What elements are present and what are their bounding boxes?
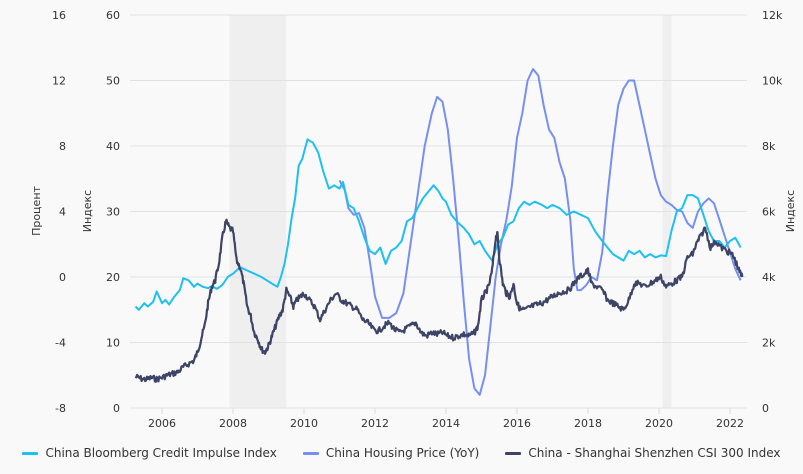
x-axis: 2006 2008 2010 2012 2014 2016 2018 2020 2022: [148, 408, 744, 430]
x-tick-label: 2016: [503, 417, 531, 430]
left-inner-tick: 50: [106, 75, 120, 88]
left-inner-tick: 20: [106, 271, 120, 284]
legend-item-housing-price[interactable]: China Housing Price (YoY): [302, 446, 480, 460]
left-outer-tick: -8: [55, 402, 66, 415]
x-tick-label: 2012: [361, 417, 389, 430]
right-tick: 4k: [762, 271, 776, 284]
x-tick-label: 2022: [716, 417, 744, 430]
legend-label: China - Shanghai Shenzhen CSI 300 Index: [528, 446, 781, 460]
legend: China Bloomberg Credit Impulse Index Chi…: [0, 440, 803, 466]
right-axis-title: Индекс: [784, 190, 797, 233]
left-outer-axis-title: Процент: [30, 185, 43, 235]
left-inner-tick: 0: [113, 402, 120, 415]
left-inner-tick: 10: [106, 337, 120, 350]
left-inner-axis-title: Индекс: [81, 190, 94, 233]
chart-canvas: 2006 2008 2010 2012 2014 2016 2018 2020 2022 605…: [30, 9, 797, 430]
x-tick-label: 2018: [574, 417, 602, 430]
left-outer-tick: -4: [55, 337, 66, 350]
right-tick: 12k: [762, 9, 783, 22]
left-inner-tick: 30: [106, 206, 120, 219]
x-tick-label: 2020: [645, 417, 673, 430]
x-tick-label: 2010: [290, 417, 318, 430]
gridlines: [130, 14, 747, 409]
right-tick: 10k: [762, 75, 783, 88]
series-line-credit-impulse: [134, 138, 742, 311]
legend-swatch: [22, 451, 39, 455]
left-outer-tick: 16: [52, 9, 66, 22]
left-inner-tick: 60: [106, 9, 120, 22]
x-tick-label: 2014: [432, 417, 460, 430]
series-line-csi300: [134, 218, 744, 383]
series-line-housing-price: [338, 68, 742, 396]
right-tick: 0: [762, 402, 769, 415]
left-outer-tick: 8: [59, 140, 66, 153]
x-tick-label: 2008: [219, 417, 247, 430]
legend-label: China Bloomberg Credit Impulse Index: [45, 446, 277, 460]
left-outer-tick: 0: [59, 271, 66, 284]
legend-label: China Housing Price (YoY): [325, 446, 480, 460]
legend-swatch: [505, 451, 522, 455]
right-tick: 2k: [762, 337, 776, 350]
left-outer-tick: 12: [52, 75, 66, 88]
left-inner-tick: 40: [106, 140, 120, 153]
left-outer-tick: 4: [59, 206, 66, 219]
legend-item-credit-impulse[interactable]: China Bloomberg Credit Impulse Index: [22, 446, 277, 460]
series-lines: [134, 68, 744, 396]
right-tick: 8k: [762, 140, 776, 153]
legend-swatch: [302, 451, 319, 455]
right-tick: 6k: [762, 206, 776, 219]
x-tick-label: 2006: [148, 417, 176, 430]
legend-item-csi300[interactable]: China - Shanghai Shenzhen CSI 300 Index: [505, 446, 781, 460]
